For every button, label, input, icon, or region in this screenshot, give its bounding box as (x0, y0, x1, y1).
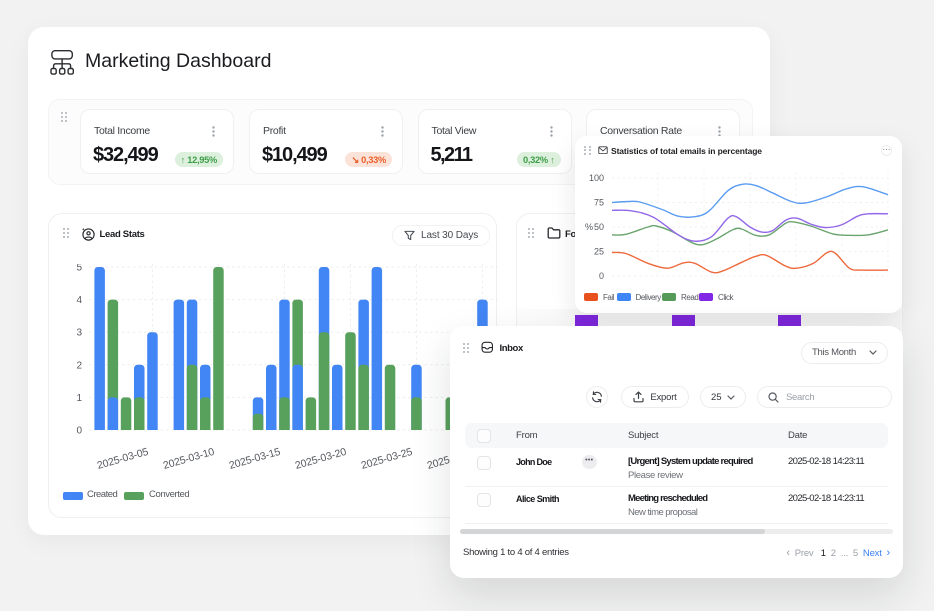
svg-text:2025-03-25: 2025-03-25 (360, 446, 414, 472)
svg-text:0: 0 (599, 271, 604, 281)
svg-text:5: 5 (76, 264, 82, 274)
svg-text:2025-03-15: 2025-03-15 (228, 446, 282, 472)
svg-text:4: 4 (76, 295, 82, 306)
svg-text:1: 1 (76, 393, 82, 404)
svg-text:2: 2 (76, 360, 82, 371)
svg-text:75: 75 (594, 198, 604, 208)
svg-text:0: 0 (76, 426, 82, 437)
svg-text:100: 100 (589, 173, 604, 183)
svg-text:25: 25 (594, 247, 604, 257)
svg-text:2025-03-05: 2025-03-05 (96, 446, 150, 472)
svg-text:2025-03-10: 2025-03-10 (162, 446, 216, 472)
svg-text:3: 3 (76, 328, 82, 339)
svg-text:50: 50 (594, 222, 604, 232)
svg-text:2025-03-20: 2025-03-20 (294, 446, 348, 472)
svg-text:%: % (585, 222, 593, 232)
